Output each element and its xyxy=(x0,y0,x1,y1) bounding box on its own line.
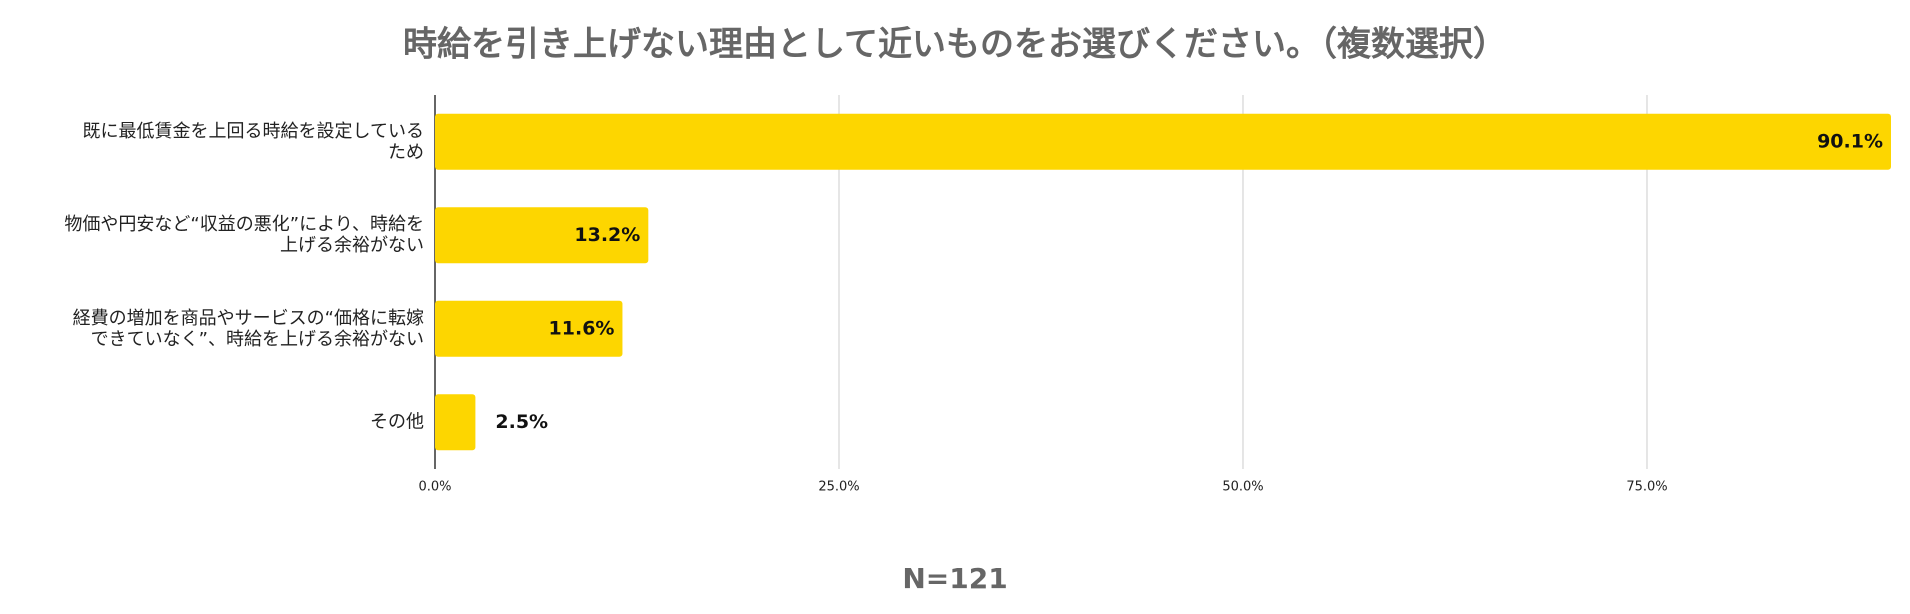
category-label: 物価や円安など“収益の悪化”により、時給を 上げる余裕がない xyxy=(64,214,424,257)
value-label: 11.6% xyxy=(549,317,615,339)
x-tick-label: 0.0% xyxy=(418,480,451,495)
value-label: 90.1% xyxy=(1817,130,1883,152)
chart-title: 時給を引き上げない理由として近いものをお選びください。（複数選択） xyxy=(403,25,1507,65)
value-label: 2.5% xyxy=(495,411,548,433)
x-tick-label: 75.0% xyxy=(1626,480,1667,495)
x-tick-label: 50.0% xyxy=(1222,480,1263,495)
bar xyxy=(435,207,649,264)
category-label: 既に最低賃金を上回る時給を設定している ため xyxy=(82,120,424,163)
value-label: 13.2% xyxy=(574,224,640,246)
x-tick-label: 25.0% xyxy=(818,480,859,495)
bar xyxy=(435,394,476,451)
bar xyxy=(435,113,1891,170)
category-label: 経費の増加を商品やサービスの“価格に転嫁 できていなく”、時給を上げる余裕がない xyxy=(72,307,424,350)
bar xyxy=(435,300,623,357)
category-label: その他 xyxy=(370,411,424,433)
footnote: N=121 xyxy=(902,562,1007,595)
